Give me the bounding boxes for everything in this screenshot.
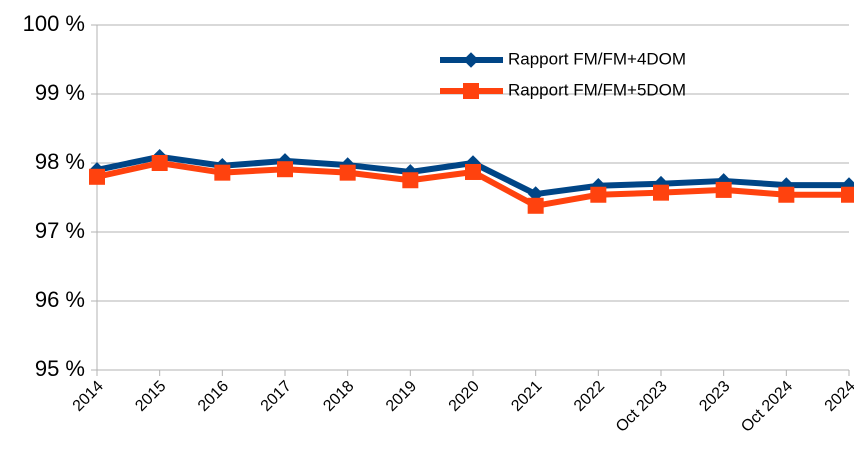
- x-tick-label: Oct 2024: [738, 378, 796, 436]
- x-tick-label: 2022: [571, 378, 608, 415]
- x-tick-label: 2021: [508, 378, 545, 415]
- marker: [339, 164, 356, 181]
- x-tick-label: 2017: [258, 378, 295, 415]
- x-tick-label: 2020: [446, 378, 483, 415]
- x-tick-label: 2024: [822, 378, 854, 415]
- marker: [89, 168, 105, 185]
- y-tick-label: 100 %: [23, 11, 85, 36]
- marker: [841, 186, 854, 203]
- y-tick-label: 97 %: [35, 218, 85, 243]
- x-tick-label: 2015: [132, 378, 169, 415]
- x-tick-label: 2014: [70, 378, 107, 415]
- marker: [778, 186, 795, 203]
- marker: [463, 52, 479, 68]
- marker: [277, 153, 293, 169]
- marker: [402, 172, 419, 189]
- x-tick-label: 2023: [696, 378, 733, 415]
- x-tick-label: 2018: [320, 378, 357, 415]
- y-tick-label: 96 %: [35, 287, 85, 312]
- y-tick-label: 99 %: [35, 80, 85, 105]
- marker: [277, 161, 293, 178]
- marker: [653, 184, 669, 201]
- x-tick-label: 2016: [195, 378, 232, 415]
- marker: [214, 164, 231, 181]
- marker: [151, 155, 168, 171]
- legend-label: Rapport FM/FM+5DOM: [508, 80, 686, 99]
- marker: [465, 163, 481, 180]
- y-tick-label: 95 %: [35, 356, 85, 381]
- legend-label: Rapport FM/FM+4DOM: [508, 49, 686, 68]
- marker: [527, 197, 544, 214]
- x-tick-label: 2019: [383, 378, 420, 415]
- marker: [590, 186, 607, 203]
- marker: [653, 175, 669, 192]
- x-tick-label: Oct 2023: [613, 378, 671, 436]
- y-tick-label: 98 %: [35, 149, 85, 174]
- marker: [463, 83, 479, 99]
- marker: [715, 181, 732, 198]
